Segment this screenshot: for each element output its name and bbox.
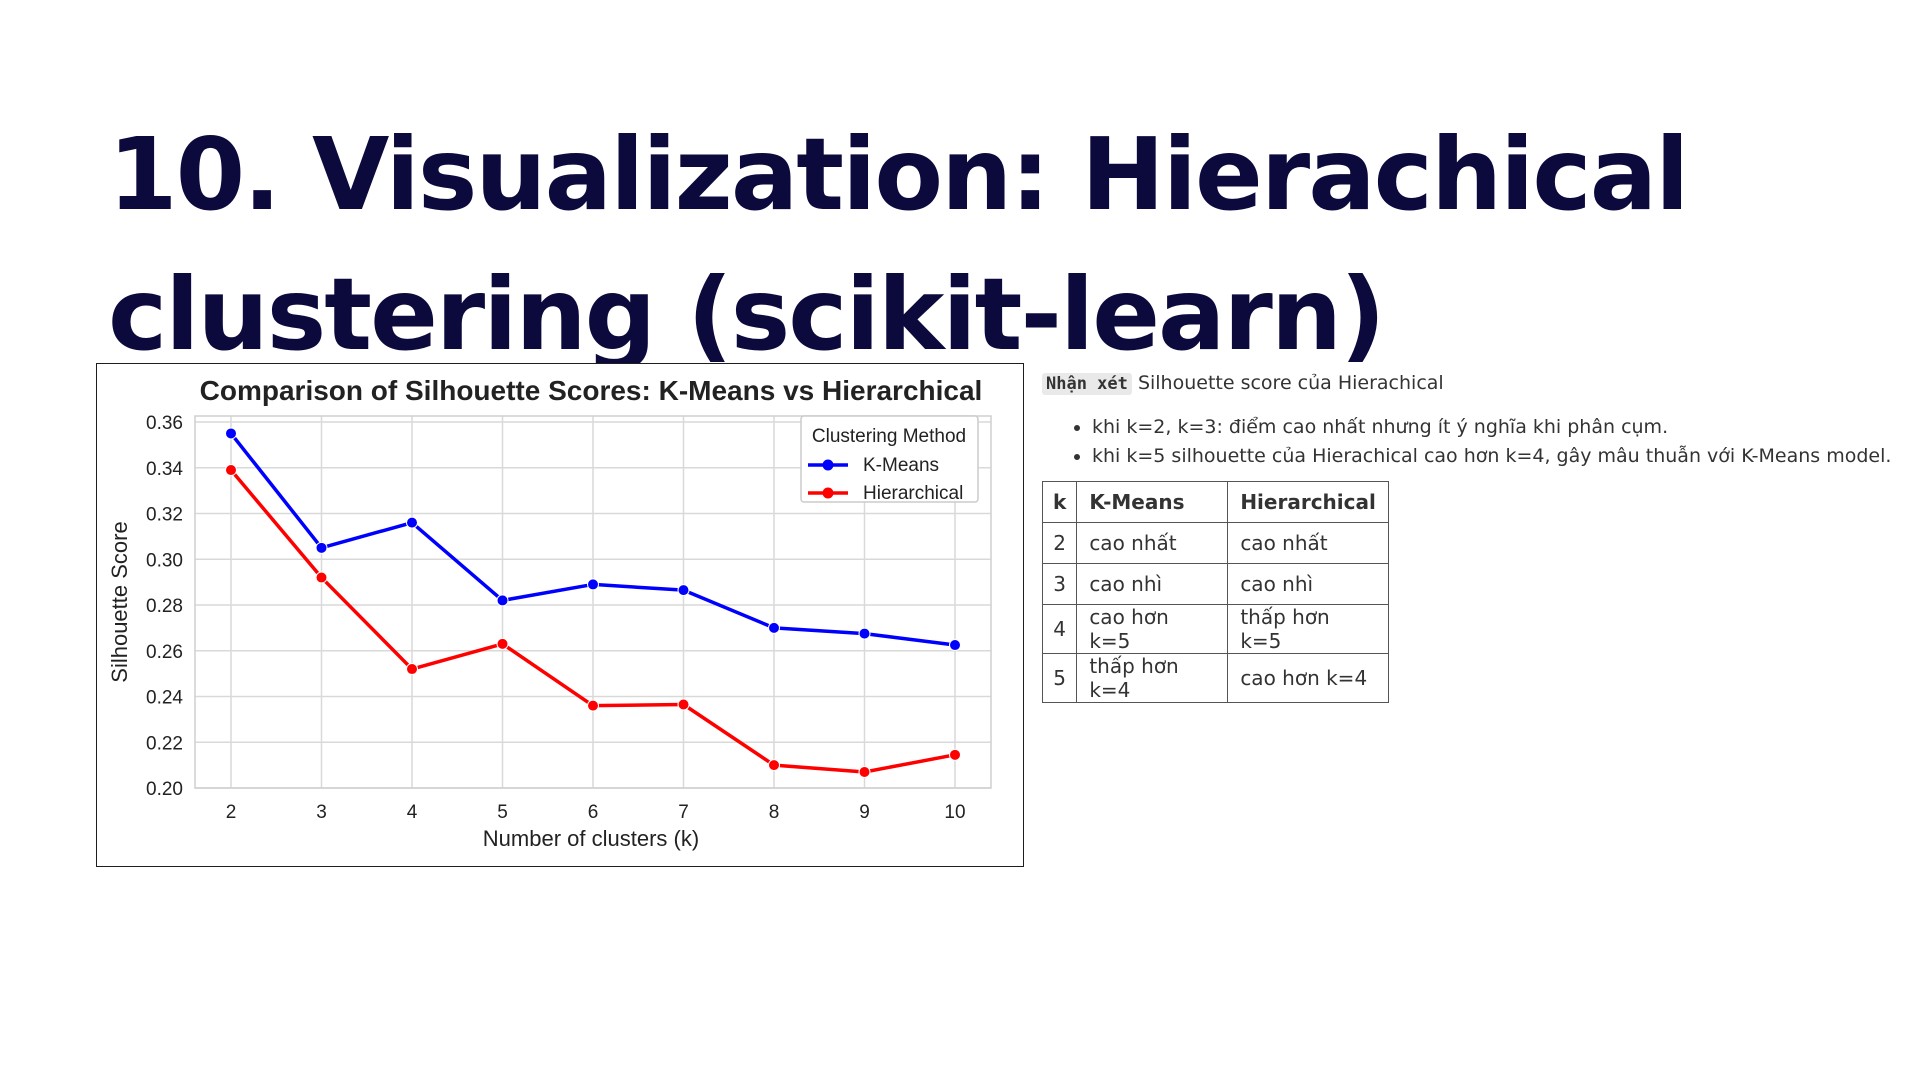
data-point-k-means <box>496 594 509 607</box>
legend-title: Clustering Method <box>812 426 966 447</box>
table-cell: cao nhất <box>1227 522 1389 564</box>
table-cell: thấp hơn k=5 <box>1227 604 1389 654</box>
data-point-k-means <box>225 427 237 440</box>
data-point-k-means <box>587 578 599 591</box>
table-cell: cao hơn k=5 <box>1076 604 1229 654</box>
data-point-hierarchical <box>587 699 599 712</box>
table-cell: cao nhì <box>1227 563 1389 605</box>
y-tick-label: 0.34 <box>146 459 183 480</box>
table-cell: thấp hơn k=4 <box>1076 653 1229 703</box>
notes-intro-line: Nhận xét Silhouette score của Hierachica… <box>1042 368 1902 399</box>
header-hierarchical: Hierarchical <box>1227 481 1389 523</box>
legend-label-kmeans: K-Means <box>863 455 939 476</box>
table-row: 3 cao nhì cao nhì <box>1041 563 1389 605</box>
table-cell: cao nhất <box>1076 522 1229 564</box>
table-row: 2 cao nhất cao nhất <box>1041 522 1389 564</box>
chart-axes: 0.20 0.22 0.24 0.26 0.28 0.30 0.32 0.34 0.36 2 3 4 5… <box>146 413 992 823</box>
data-point-k-means <box>858 627 871 640</box>
data-point-k-means <box>406 516 418 529</box>
table-cell: cao hơn k=4 <box>1227 653 1389 703</box>
data-point-hierarchical <box>677 698 690 711</box>
plot-area-border <box>194 415 992 789</box>
legend-box <box>800 415 979 503</box>
notes-bullets: khi k=2, k=3: điểm cao nhất nhưng ít ý n… <box>1042 413 1902 471</box>
x-tick-label: 9 <box>859 802 870 823</box>
chart-ylabel: Silhouette Score <box>107 521 132 682</box>
data-point-hierarchical <box>225 464 237 477</box>
table-cell: 3 <box>1041 563 1078 605</box>
x-tick-label: 10 <box>944 802 965 823</box>
bullet-item: khi k=2, k=3: điểm cao nhất nhưng ít ý n… <box>1092 413 1902 442</box>
x-tick-label: 6 <box>588 802 599 823</box>
y-tick-label: 0.36 <box>146 413 183 434</box>
data-point-hierarchical <box>858 765 871 778</box>
legend-marker-hierarchical <box>822 487 834 499</box>
y-tick-label: 0.28 <box>146 596 183 617</box>
y-tick-label: 0.32 <box>146 505 183 526</box>
x-tick-label: 3 <box>316 802 327 823</box>
x-tick-label: 8 <box>769 802 780 823</box>
data-point-k-means <box>315 541 328 554</box>
y-tick-label: 0.20 <box>146 779 183 800</box>
y-tick-label: 0.30 <box>146 550 183 571</box>
data-point-hierarchical <box>406 663 418 676</box>
table-cell: cao nhì <box>1076 563 1229 605</box>
table-cell: 2 <box>1041 522 1078 564</box>
chart-series <box>225 427 961 778</box>
y-tick-label: 0.24 <box>146 688 183 709</box>
data-point-k-means <box>949 639 961 652</box>
chart-xlabel: Number of clusters (k) <box>483 826 699 851</box>
data-point-hierarchical <box>949 748 961 761</box>
data-point-k-means <box>768 621 780 634</box>
bullet-item: khi k=5 silhouette của Hierachical cao h… <box>1092 442 1902 471</box>
chart-title: Comparison of Silhouette Scores: K-Means… <box>200 375 983 406</box>
table-cell: 5 <box>1041 653 1078 703</box>
data-point-hierarchical <box>315 571 328 584</box>
legend-label-hierarchical: Hierarchical <box>863 483 963 504</box>
chart-legend: Clustering Method K-Means Hierarchical <box>800 415 979 504</box>
table-cell: 4 <box>1041 604 1078 654</box>
table-row: 4 cao hơn k=5 thấp hơn k=5 <box>1041 604 1389 654</box>
notes-panel: Nhận xét Silhouette score của Hierachica… <box>1041 368 1902 703</box>
x-tick-label: 5 <box>497 802 508 823</box>
y-tick-label: 0.26 <box>146 642 183 663</box>
x-tick-label: 2 <box>226 802 237 823</box>
notes-intro: Silhouette score của Hierachical <box>1137 372 1444 394</box>
chart-svg: Comparison of Silhouette Scores: K-Means… <box>107 375 992 851</box>
legend-marker-kmeans <box>822 459 834 471</box>
table-header-row: k K-Means Hierarchical <box>1041 481 1389 523</box>
table-row: 5 thấp hơn k=4 cao hơn k=4 <box>1041 653 1389 703</box>
data-point-hierarchical <box>496 637 509 650</box>
comparison-table: k K-Means Hierarchical 2 cao nhất cao nh… <box>1041 481 1389 703</box>
data-point-k-means <box>677 584 690 597</box>
slide-title: 10. Visualization: Hierachical clusterin… <box>108 116 1689 373</box>
header-k: k <box>1041 481 1078 523</box>
data-point-hierarchical <box>768 759 780 772</box>
y-tick-label: 0.22 <box>146 733 183 754</box>
notes-tag: Nhận xét <box>1042 373 1132 395</box>
x-tick-label: 7 <box>678 802 689 823</box>
silhouette-chart: Comparison of Silhouette Scores: K-Means… <box>96 363 1024 867</box>
header-kmeans: K-Means <box>1076 481 1229 523</box>
x-tick-label: 4 <box>407 802 418 823</box>
